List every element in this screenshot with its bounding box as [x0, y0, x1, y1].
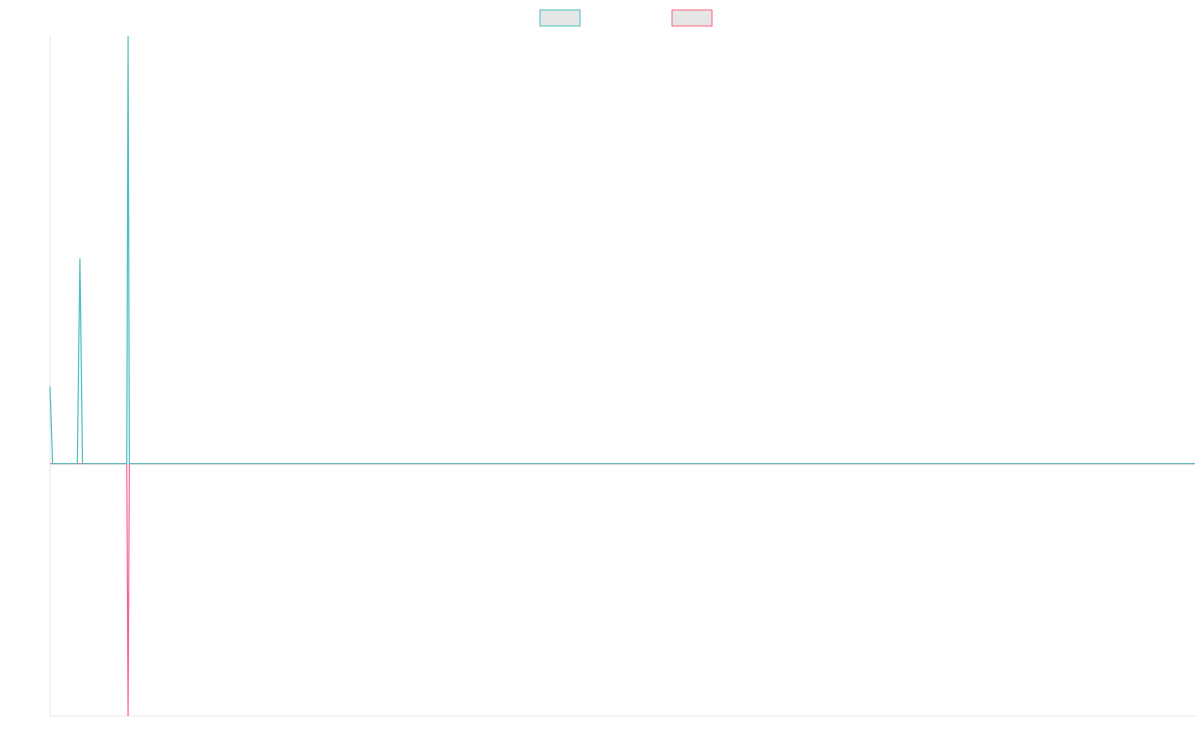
- legend-swatch: [671, 9, 713, 27]
- legend-swatch: [539, 9, 581, 27]
- series-line: [50, 463, 1195, 717]
- series-line: [49, 35, 1195, 465]
